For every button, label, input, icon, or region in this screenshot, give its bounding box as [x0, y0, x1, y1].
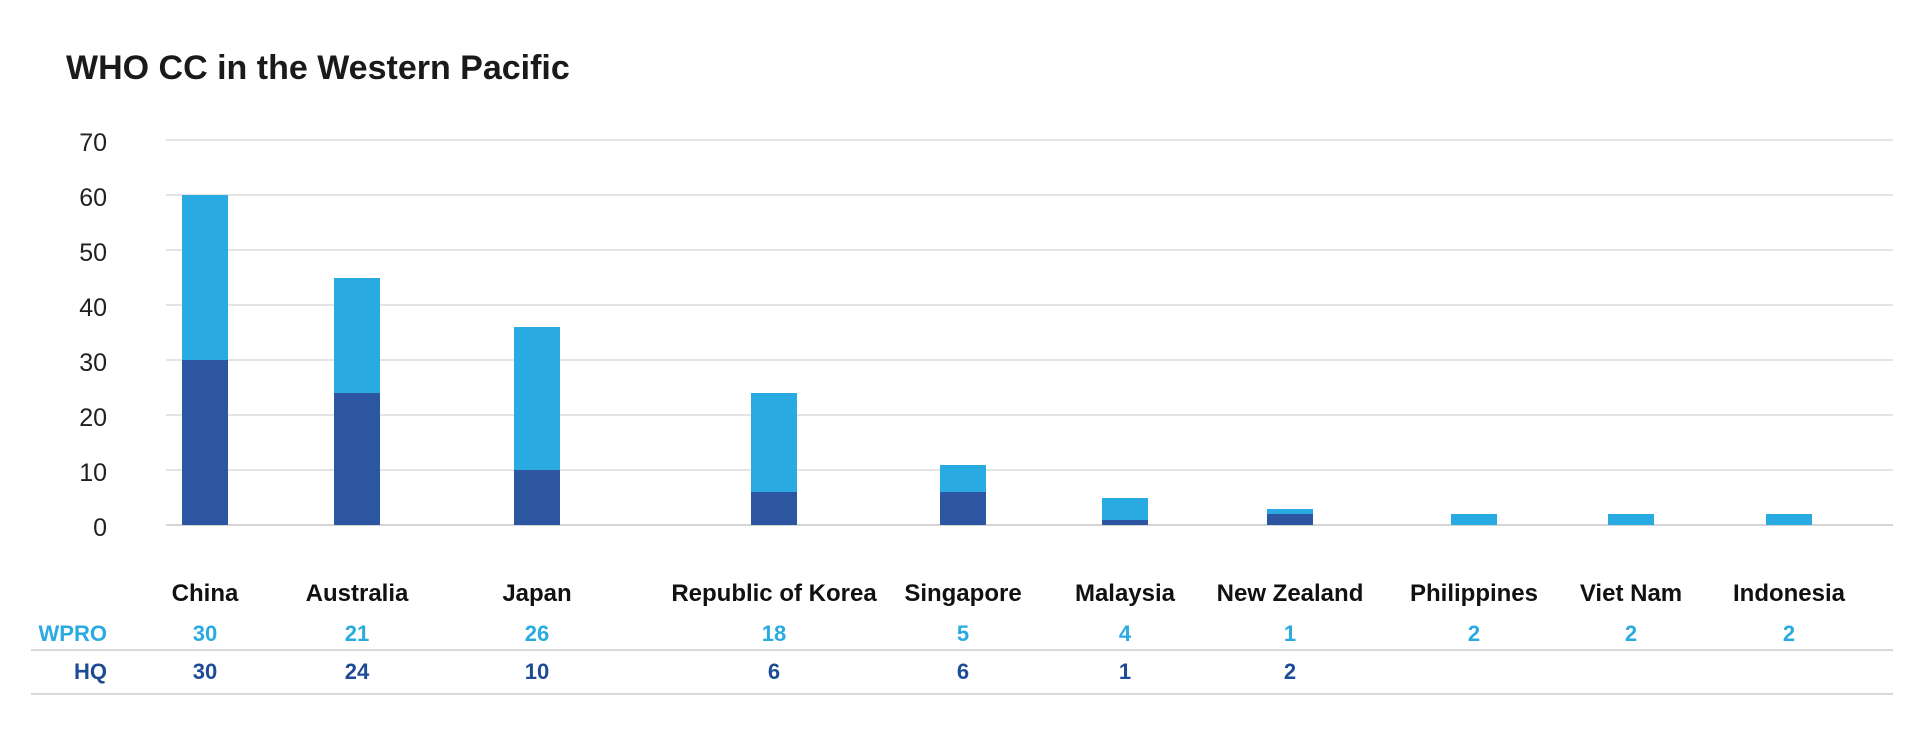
- cell-wpro-viet-nam: 2: [1624, 621, 1638, 646]
- y-axis-label-0: 0: [93, 514, 107, 542]
- y-axis-label-40: 40: [79, 294, 107, 322]
- bar-segment-hq-china: [182, 360, 228, 525]
- cell-wpro-new-zealand: 1: [1283, 621, 1297, 646]
- col-header-indonesia: Indonesia: [1732, 580, 1846, 607]
- bar-segment-wpro-philippines: [1451, 514, 1497, 525]
- gridline-50: [166, 249, 1893, 251]
- col-header-china: China: [171, 580, 239, 607]
- gridline-70: [166, 139, 1893, 141]
- cell-wpro-singapore: 5: [956, 621, 970, 646]
- cell-wpro-japan: 26: [524, 621, 550, 646]
- col-header-republic-of-korea: Republic of Korea: [671, 580, 877, 607]
- col-header-malaysia: Malaysia: [1074, 580, 1176, 607]
- bar-segment-wpro-viet-nam: [1608, 514, 1654, 525]
- gridline-30: [166, 359, 1893, 361]
- col-header-singapore: Singapore: [904, 580, 1022, 607]
- cell-wpro-malaysia: 4: [1118, 621, 1132, 646]
- gridline-0: [166, 524, 1893, 526]
- cell-hq-malaysia: 1: [1118, 659, 1132, 684]
- cell-hq-new-zealand: 2: [1283, 659, 1297, 684]
- cell-wpro-australia: 21: [344, 621, 370, 646]
- row-label-wpro: WPRO: [38, 621, 107, 646]
- y-axis-label-50: 50: [79, 239, 107, 267]
- gridline-40: [166, 304, 1893, 306]
- bar-segment-hq-new-zealand: [1267, 514, 1313, 525]
- y-axis-label-10: 10: [79, 459, 107, 487]
- cell-hq-china: 30: [192, 659, 218, 684]
- table-divider-2: [31, 693, 1893, 695]
- bar-segment-wpro-indonesia: [1766, 514, 1812, 525]
- cell-hq-singapore: 6: [956, 659, 970, 684]
- bar-segment-hq-singapore: [940, 492, 986, 525]
- cell-wpro-philippines: 2: [1467, 621, 1481, 646]
- bar-segment-wpro-china: [182, 195, 228, 360]
- bar-segment-wpro-australia: [334, 277, 380, 393]
- col-header-viet-nam: Viet Nam: [1579, 580, 1683, 607]
- bar-segment-wpro-new-zealand: [1267, 508, 1313, 514]
- row-label-hq: HQ: [74, 659, 107, 684]
- chart-title: WHO CC in the Western Pacific: [66, 49, 570, 87]
- y-axis-label-60: 60: [79, 184, 107, 212]
- col-header-philippines: Philippines: [1409, 580, 1538, 607]
- cell-hq-japan: 10: [524, 659, 550, 684]
- col-header-australia: Australia: [305, 580, 409, 607]
- table-divider-1: [31, 649, 1893, 651]
- bar-segment-hq-australia: [334, 393, 380, 525]
- gridline-20: [166, 414, 1893, 416]
- y-axis-label-20: 20: [79, 404, 107, 432]
- bar-segment-wpro-singapore: [940, 464, 986, 492]
- bar-segment-wpro-japan: [514, 327, 560, 470]
- col-header-new-zealand: New Zealand: [1216, 580, 1364, 607]
- cell-wpro-china: 30: [192, 621, 218, 646]
- bar-segment-hq-republic-of-korea: [751, 492, 797, 525]
- gridline-60: [166, 194, 1893, 196]
- cell-wpro-indonesia: 2: [1782, 621, 1796, 646]
- cell-hq-republic-of-korea: 6: [767, 659, 781, 684]
- cell-wpro-republic-of-korea: 18: [761, 621, 787, 646]
- bar-segment-hq-malaysia: [1102, 519, 1148, 525]
- bar-segment-wpro-republic-of-korea: [751, 393, 797, 492]
- bar-segment-hq-japan: [514, 470, 560, 525]
- cell-hq-australia: 24: [344, 659, 370, 684]
- y-axis-label-70: 70: [79, 129, 107, 157]
- gridline-10: [166, 469, 1893, 471]
- col-header-japan: Japan: [502, 580, 572, 607]
- bar-segment-wpro-malaysia: [1102, 497, 1148, 520]
- y-axis-label-30: 30: [79, 349, 107, 377]
